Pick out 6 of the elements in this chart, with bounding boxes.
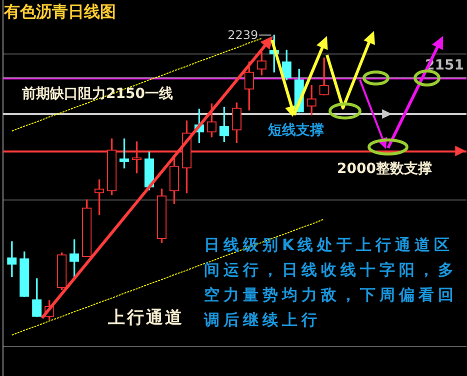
ref-line-label: 2000整数支撑 bbox=[337, 161, 432, 178]
annotation: 2239 bbox=[228, 28, 258, 42]
ref-line-label: 短线支撑 bbox=[267, 122, 324, 139]
ref-line-label: 前期缺口阻力2150一线 bbox=[21, 86, 173, 102]
chart-title: 有色沥青日线图 bbox=[3, 2, 116, 22]
annotation: 上行通道 bbox=[108, 307, 184, 329]
